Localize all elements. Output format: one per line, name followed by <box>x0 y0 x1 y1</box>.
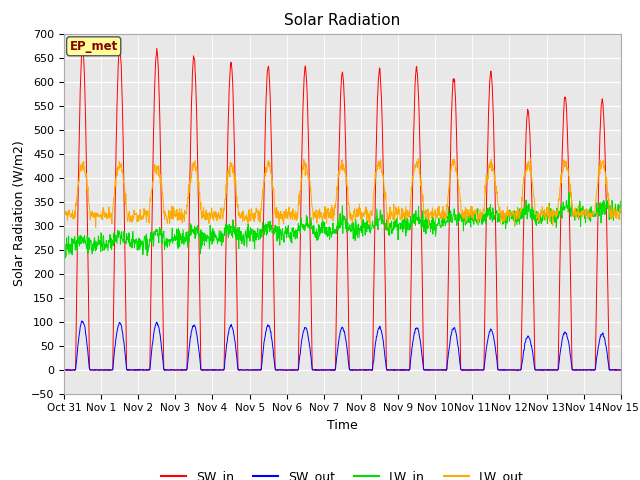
LW_out <box>384 225 392 230</box>
LW_out <box>184 194 191 200</box>
LW_in <box>551 209 559 215</box>
LW_out <box>429 210 436 216</box>
LW_in <box>616 199 624 204</box>
LW_out <box>527 155 534 161</box>
Y-axis label: Solar Radiation (W/m2): Solar Radiation (W/m2) <box>12 141 26 287</box>
SW_out <box>502 367 510 372</box>
SW_in <box>60 367 68 373</box>
SW_in <box>171 367 179 373</box>
LW_out <box>60 208 68 214</box>
SW_in <box>465 368 472 374</box>
SW_out <box>312 367 320 373</box>
LW_out <box>502 215 509 220</box>
LW_in <box>60 252 68 257</box>
LW_in <box>502 226 509 231</box>
Line: LW_in: LW_in <box>64 192 620 258</box>
SW_out <box>171 367 179 373</box>
SW_out <box>616 367 624 373</box>
SW_in <box>246 367 254 373</box>
SW_in <box>184 285 192 290</box>
LW_out <box>616 209 624 215</box>
SW_in <box>429 368 436 373</box>
SW_in <box>502 367 510 373</box>
SW_in <box>616 367 624 373</box>
SW_in <box>79 45 86 51</box>
LW_in <box>61 255 69 261</box>
Text: EP_met: EP_met <box>70 40 118 53</box>
LW_in <box>565 190 573 195</box>
LW_out <box>551 211 559 216</box>
SW_in <box>551 367 559 373</box>
SW_out <box>246 367 254 373</box>
Line: LW_out: LW_out <box>64 158 620 228</box>
LW_out <box>170 212 178 217</box>
LW_in <box>246 225 254 230</box>
SW_out <box>429 367 437 372</box>
Legend: SW_in, SW_out, LW_in, LW_out: SW_in, SW_out, LW_in, LW_out <box>156 465 529 480</box>
SW_out <box>184 356 192 361</box>
Title: Solar Radiation: Solar Radiation <box>284 13 401 28</box>
SW_out <box>551 367 559 372</box>
LW_in <box>171 232 179 238</box>
Line: SW_in: SW_in <box>64 48 620 371</box>
LW_in <box>429 231 436 237</box>
LW_in <box>184 228 192 234</box>
Line: SW_out: SW_out <box>64 321 620 370</box>
LW_out <box>246 212 254 217</box>
SW_out <box>78 318 86 324</box>
SW_out <box>60 367 68 372</box>
X-axis label: Time: Time <box>327 419 358 432</box>
